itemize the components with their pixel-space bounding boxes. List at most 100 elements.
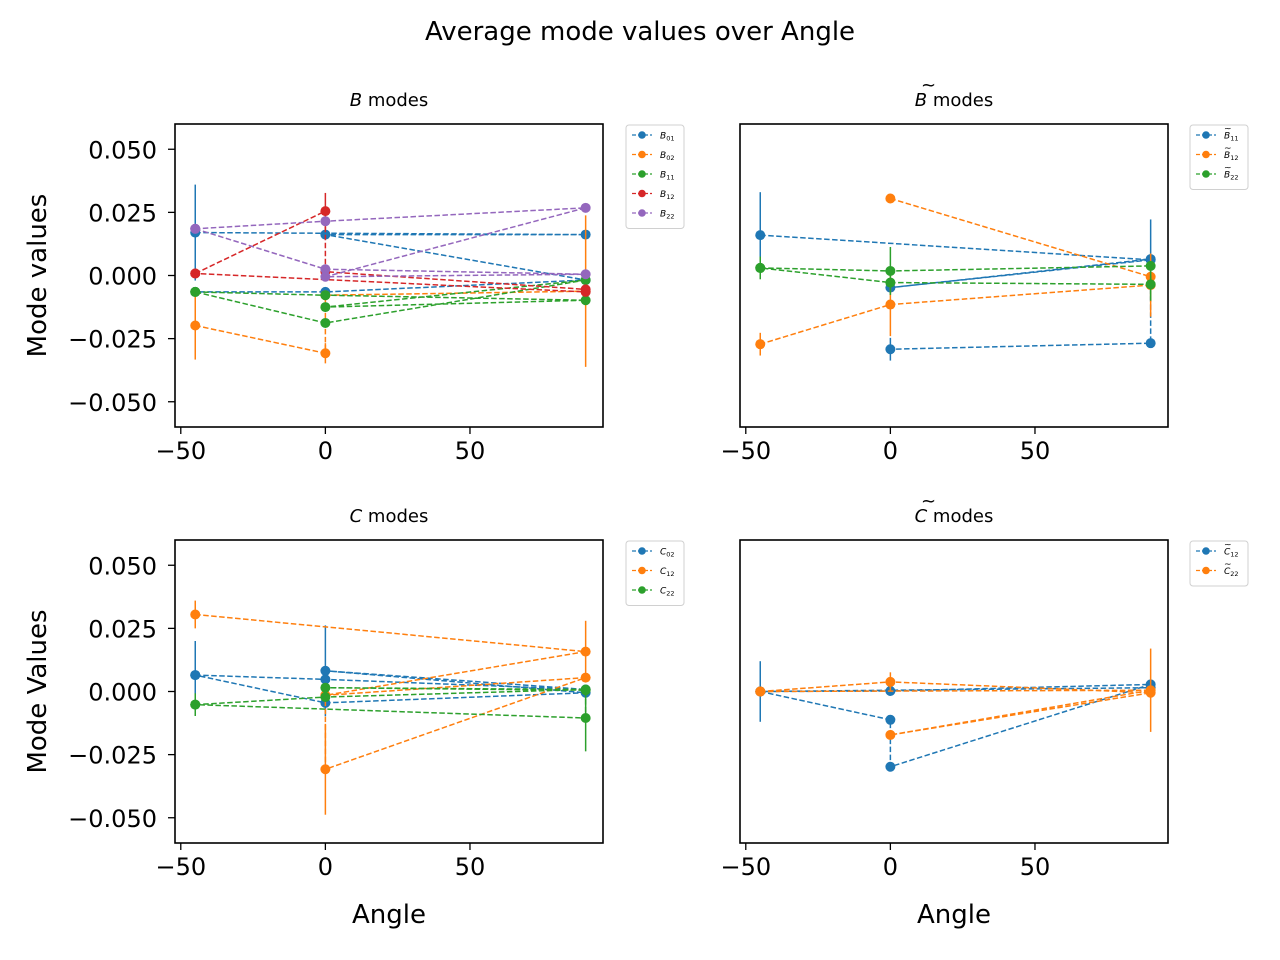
legend-label-sub: 02 [666, 551, 674, 559]
y-tick-label: −0.025 [68, 742, 157, 770]
data-point [190, 699, 201, 710]
x-tick-label: −50 [720, 853, 771, 881]
x-tick-label: 50 [455, 437, 486, 465]
panel-title-text: modes [927, 90, 993, 111]
legend-label: B22 [660, 210, 674, 221]
legend-item: B01 [632, 131, 674, 143]
data-point [580, 286, 591, 297]
figure-title: Average mode values over Angle [425, 17, 855, 47]
legend-marker [638, 150, 646, 159]
series-c-12 [755, 661, 1156, 772]
panel-1: B modes −50 0 50 0.050 0.025 0.000 −0.025 −0.050… [23, 90, 685, 465]
series-line [195, 207, 586, 278]
legend-label-base: C [1224, 567, 1231, 577]
data-point [320, 682, 331, 693]
axes-frame [739, 539, 1169, 844]
legend-label-base: B [1224, 171, 1230, 181]
legend-label-sub: 22 [1230, 570, 1238, 578]
panel-title: B modes [350, 90, 429, 111]
data-point [320, 317, 331, 328]
legend-marker [1202, 547, 1210, 555]
series-line [195, 686, 587, 719]
panel-title-text: modes [362, 90, 428, 111]
series-c-12 [190, 600, 591, 815]
panel-title-letter: C [915, 506, 928, 527]
series-c-22 [190, 682, 591, 752]
data-point [320, 692, 331, 703]
data-point [580, 646, 591, 657]
data-point [190, 286, 201, 297]
legend-tilde: ~ [1224, 163, 1232, 173]
data-point [190, 320, 201, 331]
y-axis-label: Mode Values [23, 609, 53, 773]
data-point [190, 670, 201, 681]
data-point [320, 348, 331, 359]
panel-title-letter: B [350, 90, 362, 111]
y-tick-label: 0.025 [88, 199, 157, 227]
legend-marker [1202, 150, 1210, 159]
series-b-22 [190, 202, 591, 282]
legend-label-base: C [1224, 548, 1231, 558]
data-point [580, 685, 591, 696]
y-tick-label: 0.000 [88, 263, 157, 291]
legend-marker [1202, 566, 1210, 575]
data-point [1145, 260, 1156, 271]
axes-frame [739, 123, 1169, 428]
data-point [885, 277, 896, 288]
legend-label-sub: 12 [1230, 551, 1238, 559]
y-axis-label: Mode values [23, 194, 53, 358]
plot-area [190, 184, 591, 367]
legend-label-sub: 12 [1230, 154, 1238, 162]
legend: B11~B12~B22~ [1189, 124, 1249, 190]
legend-label-base: B [1224, 151, 1230, 161]
x-tick-label: 50 [1020, 437, 1051, 465]
data-point [320, 216, 331, 227]
data-point [190, 268, 201, 279]
legend-item: B22 [632, 209, 674, 221]
series-b-02 [190, 215, 591, 367]
series-line [194, 209, 587, 293]
legend-item: C22~ [1196, 560, 1239, 578]
x-tick-label: 50 [1020, 853, 1051, 881]
legend-marker [638, 547, 646, 555]
panel-title-letter: B [915, 90, 927, 111]
data-point [885, 193, 896, 204]
legend-label: B12 [660, 190, 674, 201]
series-c-02 [190, 625, 591, 717]
data-point [885, 676, 896, 687]
panel-title-tilde: ~ [921, 75, 936, 96]
legend-marker [1202, 131, 1210, 139]
series-b-12 [190, 192, 591, 297]
data-point [320, 290, 331, 301]
legend-tilde: ~ [1224, 560, 1232, 570]
legend: C12~C22~ [1189, 540, 1249, 587]
legend-box [1189, 540, 1249, 587]
data-point [580, 202, 591, 213]
series-b-22 [755, 246, 1156, 301]
legend-label: B12 [1224, 151, 1238, 162]
data-point [755, 339, 766, 350]
data-point [190, 609, 201, 620]
panel-3: C modes −50 0 50 0.050 0.025 0.000 −0.025 −0.050… [23, 506, 685, 930]
data-point [320, 229, 331, 240]
data-point [320, 206, 331, 217]
x-tick-label: −50 [155, 853, 206, 881]
legend-label-sub: 12 [666, 193, 674, 201]
data-point [755, 230, 766, 241]
data-point [885, 299, 896, 310]
x-tick-label: 50 [455, 853, 486, 881]
axes-frame [174, 123, 604, 428]
legend-label-sub: 22 [666, 590, 674, 598]
series-line [760, 234, 1152, 350]
legend-label-base: C [660, 587, 667, 597]
y-tick-label: −0.050 [68, 805, 157, 833]
legend-label-base: B [660, 151, 666, 161]
data-point [190, 223, 201, 234]
legend-label: B01 [660, 132, 674, 143]
y-tick-label: 0.050 [88, 552, 157, 580]
data-point [320, 674, 331, 685]
